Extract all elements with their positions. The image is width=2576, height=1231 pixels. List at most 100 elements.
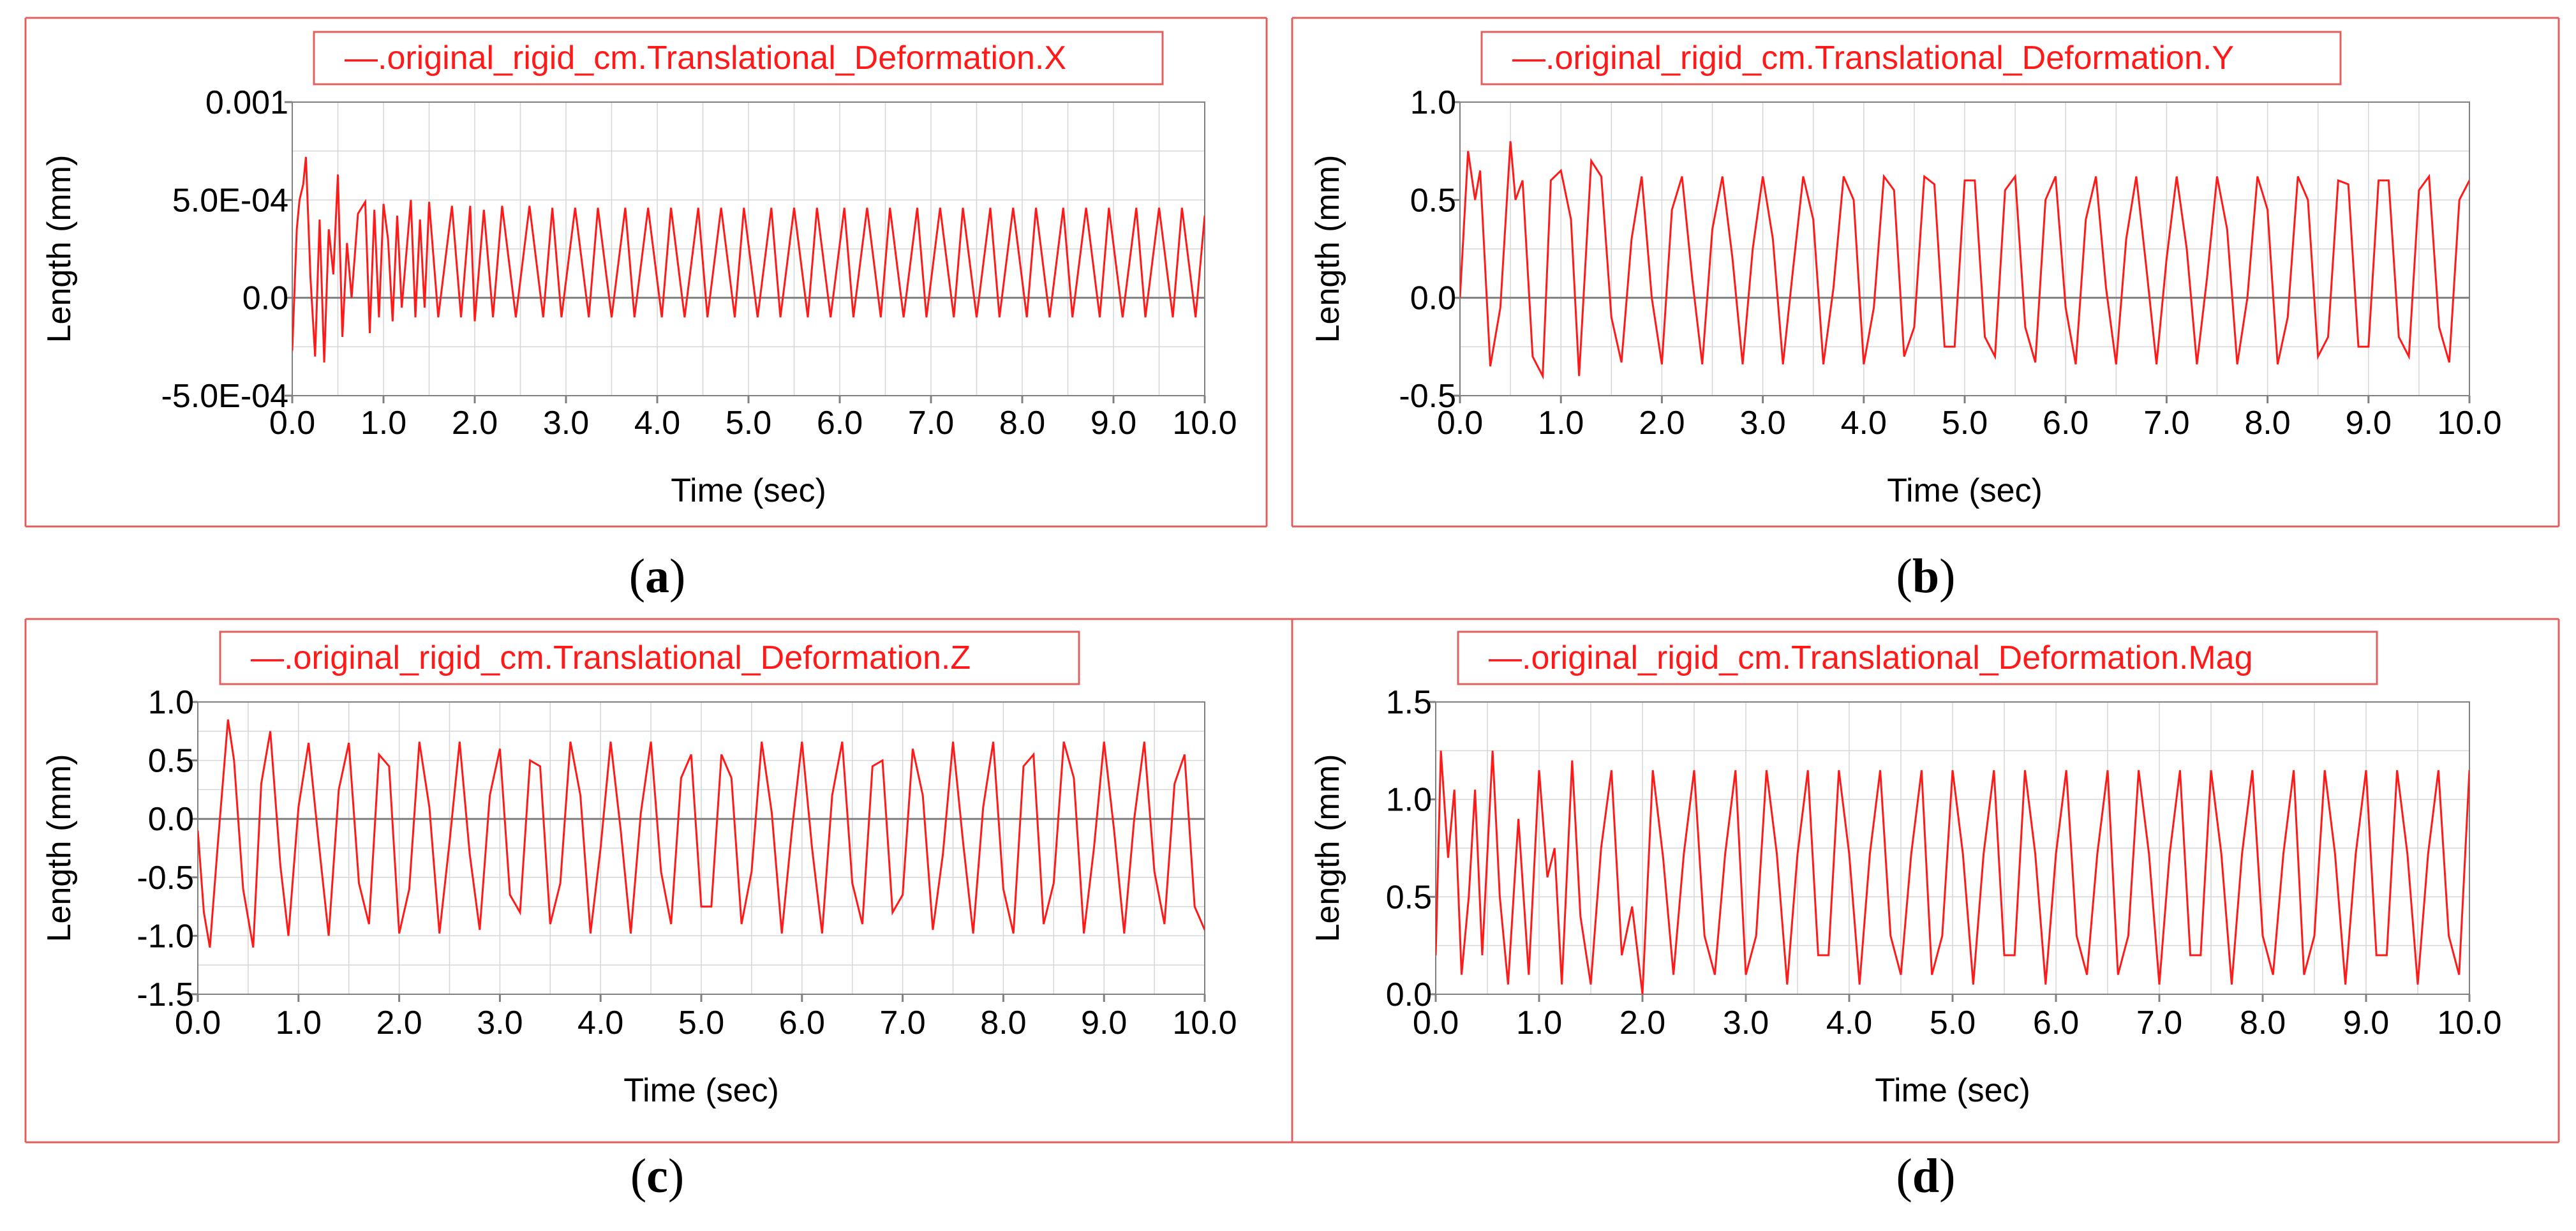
y-tick-label: 1.0: [1410, 84, 1456, 121]
x-tick-label: 5.0: [1930, 1004, 1976, 1041]
x-axis-label: Time (sec): [1875, 1072, 2030, 1109]
series-line: [1460, 141, 2469, 380]
x-tick-label: 4.0: [634, 405, 680, 442]
x-tick-label: 9.0: [2346, 405, 2392, 442]
chart-d: 0.0 0.5 1.0 1.5 0.0 1.0 2.0 3.0 4.0 5.0 6.0 7.0 8.0 9…: [1291, 618, 2560, 1144]
x-tick-label: 3.0: [477, 1004, 523, 1041]
legend-box: [1457, 630, 2378, 685]
caption-a: (a): [530, 549, 785, 604]
caption-close: ): [1939, 549, 1956, 603]
legend-box: [219, 630, 1080, 685]
y-tick-label: -1.5: [137, 976, 194, 1013]
x-tick-label: 4.0: [577, 1004, 623, 1041]
y-tick-label: 0.001: [205, 84, 288, 121]
x-tick-label: 10.0: [2437, 1004, 2501, 1041]
y-tick-label: 1.0: [148, 684, 194, 721]
x-tick-label: 3.0: [1723, 1004, 1769, 1041]
legend-label: —.original_rigid_cm.Translational_Deform…: [1489, 639, 2253, 676]
caption-close: ): [669, 549, 686, 603]
x-tick-label: 2.0: [1639, 405, 1685, 442]
caption-open: (: [1896, 1149, 1912, 1203]
y-tick-label: -1.0: [137, 918, 194, 955]
x-tick-label: 6.0: [817, 405, 863, 442]
x-tick-label: 6.0: [2043, 405, 2088, 442]
legend-label: —.original_rigid_cm.Translational_Deform…: [1512, 40, 2234, 77]
legend-box: [313, 31, 1164, 86]
y-axis-label: Length (mm): [1309, 754, 1346, 943]
x-tick-label: 8.0: [2244, 405, 2290, 442]
y-tick-label: 0.5: [1410, 182, 1456, 219]
x-axis-label: Time (sec): [623, 1072, 779, 1109]
x-tick-label: 5.0: [678, 1004, 724, 1041]
series-line: [1436, 750, 2469, 995]
y-axis-label: Length (mm): [41, 155, 78, 343]
x-tick-label: 9.0: [2343, 1004, 2389, 1041]
y-tick-label: 0.5: [1386, 879, 1432, 916]
x-tick-label: 4.0: [1826, 1004, 1872, 1041]
x-tick-label: 1.0: [361, 405, 406, 442]
x-tick-label: 7.0: [2143, 405, 2189, 442]
x-axis-label: Time (sec): [671, 472, 826, 509]
x-tick-label: 7.0: [2136, 1004, 2182, 1041]
x-tick-label: 7.0: [879, 1004, 925, 1041]
caption-close: ): [667, 1149, 685, 1203]
chart-b: -0.50.00.51.00.0 1.0 2.0 3.0 4.0 5.0 6.0 7.0 8.0…: [1291, 17, 2560, 528]
x-tick-label: 7.0: [908, 405, 954, 442]
caption-c: (c): [530, 1149, 785, 1204]
x-tick-label: 1.0: [1516, 1004, 1562, 1041]
y-tick-label: 5.0E-04: [172, 182, 288, 219]
y-tick-label: 0.0: [1410, 280, 1456, 317]
x-tick-label: 8.0: [999, 405, 1045, 442]
caption-d: (d): [1798, 1149, 2053, 1204]
chart-c: -1.5 -1.0 -0.5 0.0 0.5 1.0 0.0 1.0 2.0 3.0 4.0 5.0 6…: [24, 618, 1293, 1144]
x-tick-label: 0.0: [1413, 1004, 1459, 1041]
x-tick-label: 3.0: [543, 405, 589, 442]
x-axis-label: Time (sec): [1887, 472, 2043, 509]
caption-letter: b: [1912, 549, 1940, 603]
y-tick-label: 0.0: [242, 280, 288, 317]
caption-open: (: [629, 549, 645, 603]
caption-letter: d: [1912, 1149, 1940, 1203]
y-tick-label: -0.5: [137, 860, 194, 897]
x-tick-label: 9.0: [1091, 405, 1136, 442]
x-tick-label: 10.0: [1172, 405, 1237, 442]
x-tick-label: 0.0: [269, 405, 315, 442]
x-tick-label: 10.0: [2437, 405, 2501, 442]
caption-open: (: [630, 1149, 647, 1203]
x-tick-label: 0.0: [175, 1004, 221, 1041]
y-tick-label: -0.5: [1399, 378, 1456, 415]
x-tick-label: 10.0: [1172, 1004, 1237, 1041]
x-tick-label: 4.0: [1841, 405, 1887, 442]
x-tick-label: 2.0: [376, 1004, 422, 1041]
y-axis-label: Length (mm): [41, 754, 78, 943]
caption-letter: a: [645, 549, 669, 603]
x-tick-label: 2.0: [452, 405, 498, 442]
caption-open: (: [1896, 549, 1912, 603]
y-tick-label: -5.0E-04: [161, 378, 288, 415]
x-tick-label: 8.0: [980, 1004, 1026, 1041]
y-tick-label: 0.0: [148, 801, 194, 838]
caption-close: ): [1939, 1149, 1956, 1203]
x-tick-label: 3.0: [1739, 405, 1785, 442]
x-tick-label: 6.0: [2033, 1004, 2079, 1041]
caption-letter: c: [646, 1149, 668, 1203]
caption-b: (b): [1798, 549, 2053, 604]
x-tick-label: 5.0: [726, 405, 771, 442]
y-tick-label: 1.0: [1386, 782, 1432, 819]
series-line: [292, 156, 1205, 362]
y-tick-label: 1.5: [1386, 684, 1432, 721]
x-tick-label: 9.0: [1081, 1004, 1127, 1041]
legend-label: —.original_rigid_cm.Translational_Deform…: [345, 40, 1066, 77]
x-tick-label: 1.0: [276, 1004, 322, 1041]
y-tick-label: 0.5: [148, 743, 194, 780]
legend-label: —.original_rigid_cm.Translational_Deform…: [251, 639, 971, 676]
y-tick-label: 0.0: [1386, 976, 1432, 1013]
series-line: [198, 719, 1205, 948]
y-axis-label: Length (mm): [1309, 155, 1346, 343]
x-tick-label: 5.0: [1942, 405, 1988, 442]
legend-box: [1480, 31, 2342, 86]
x-tick-label: 1.0: [1538, 405, 1584, 442]
x-tick-label: 6.0: [779, 1004, 825, 1041]
